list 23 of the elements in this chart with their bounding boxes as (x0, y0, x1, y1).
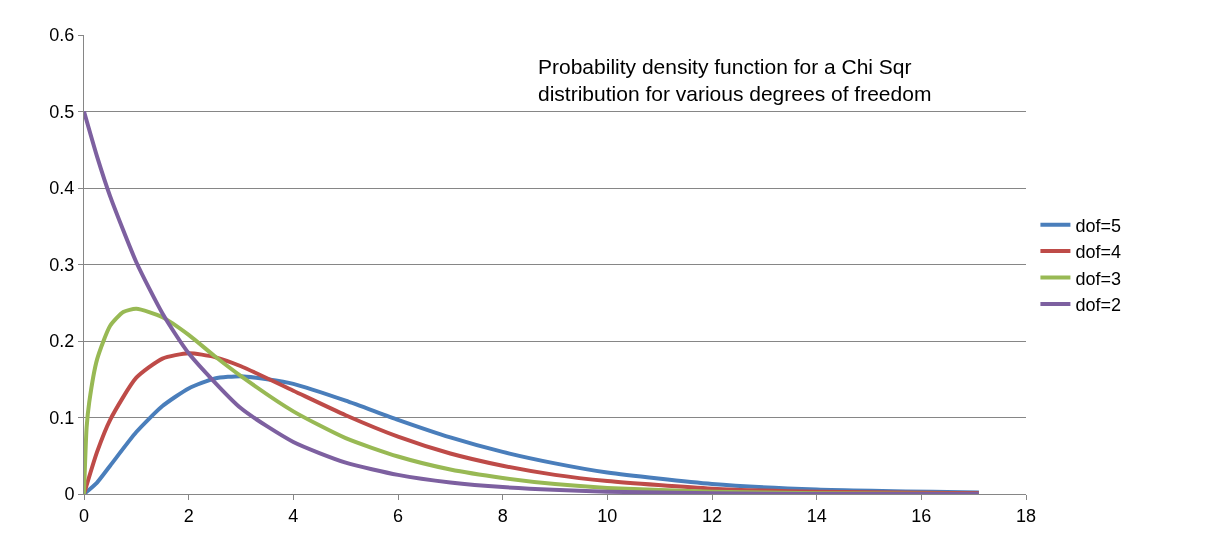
x-tick-label: 8 (497, 505, 508, 526)
legend-label: dof=4 (1075, 242, 1121, 263)
y-tick-label: 0.3 (49, 254, 75, 275)
legend-label: dof=3 (1075, 268, 1121, 289)
x-tick-label: 12 (701, 505, 723, 526)
y-tick-label: 0.4 (49, 178, 75, 199)
x-tick-label: 2 (183, 505, 194, 526)
x-tick-label: 14 (806, 505, 827, 526)
x-tick-label: 16 (911, 505, 932, 526)
x-tick-label: 18 (1015, 505, 1037, 526)
line-series (84, 109, 981, 494)
x-tick-label: 10 (597, 505, 618, 526)
y-tick-label: 0.1 (49, 407, 75, 428)
x-tick-label: 4 (288, 505, 299, 526)
legend-label: dof=5 (1075, 215, 1121, 236)
x-tick-label: 0 (78, 505, 90, 526)
annotation: Probability density function for a Chi Sqr distribution for various degrees of freedom (538, 55, 932, 106)
y-tick-label: 0.2 (49, 331, 75, 352)
legend-label: dof=2 (1075, 294, 1121, 315)
y-tick-label: 0 (64, 484, 75, 505)
y-tick-label: 0.6 (49, 25, 75, 46)
y-tick-label: 0.5 (49, 101, 75, 122)
x-tick-label: 6 (392, 505, 404, 526)
